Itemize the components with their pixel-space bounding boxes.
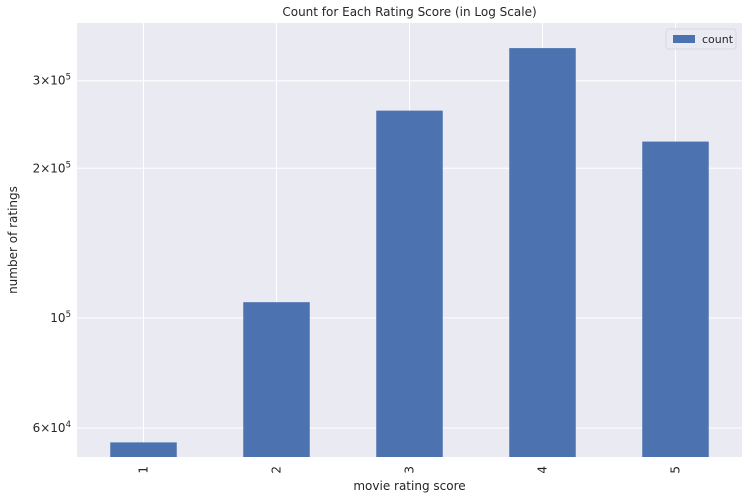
bar bbox=[110, 442, 177, 457]
x-axis-label: movie rating score bbox=[353, 479, 465, 493]
x-tick-label: 3 bbox=[403, 466, 417, 474]
bar bbox=[509, 48, 576, 458]
y-tick-label: 2×105 bbox=[33, 160, 71, 175]
chart-title: Count for Each Rating Score (in Log Scal… bbox=[282, 5, 536, 19]
bar bbox=[642, 141, 709, 458]
x-tick-label: 2 bbox=[270, 466, 284, 474]
x-tick-labels: 1 2 3 4 5 bbox=[137, 466, 683, 474]
y-axis-label: number of ratings bbox=[6, 186, 20, 294]
y-tick-label: 105 bbox=[50, 310, 71, 325]
legend-box bbox=[665, 28, 737, 50]
x-tick-label: 1 bbox=[137, 466, 151, 474]
x-tick-label: 4 bbox=[536, 466, 550, 474]
x-tick-label: 5 bbox=[669, 466, 683, 474]
bar bbox=[243, 302, 310, 457]
legend-swatch bbox=[673, 35, 695, 43]
bar bbox=[376, 110, 443, 457]
y-tick-labels: 6×104 105 2×105 3×105 bbox=[33, 73, 71, 435]
y-tick-label: 6×104 bbox=[33, 420, 71, 435]
legend: count bbox=[665, 28, 737, 50]
bars bbox=[110, 48, 709, 458]
legend-label: count bbox=[702, 33, 734, 46]
y-tick-label: 3×105 bbox=[33, 73, 71, 88]
